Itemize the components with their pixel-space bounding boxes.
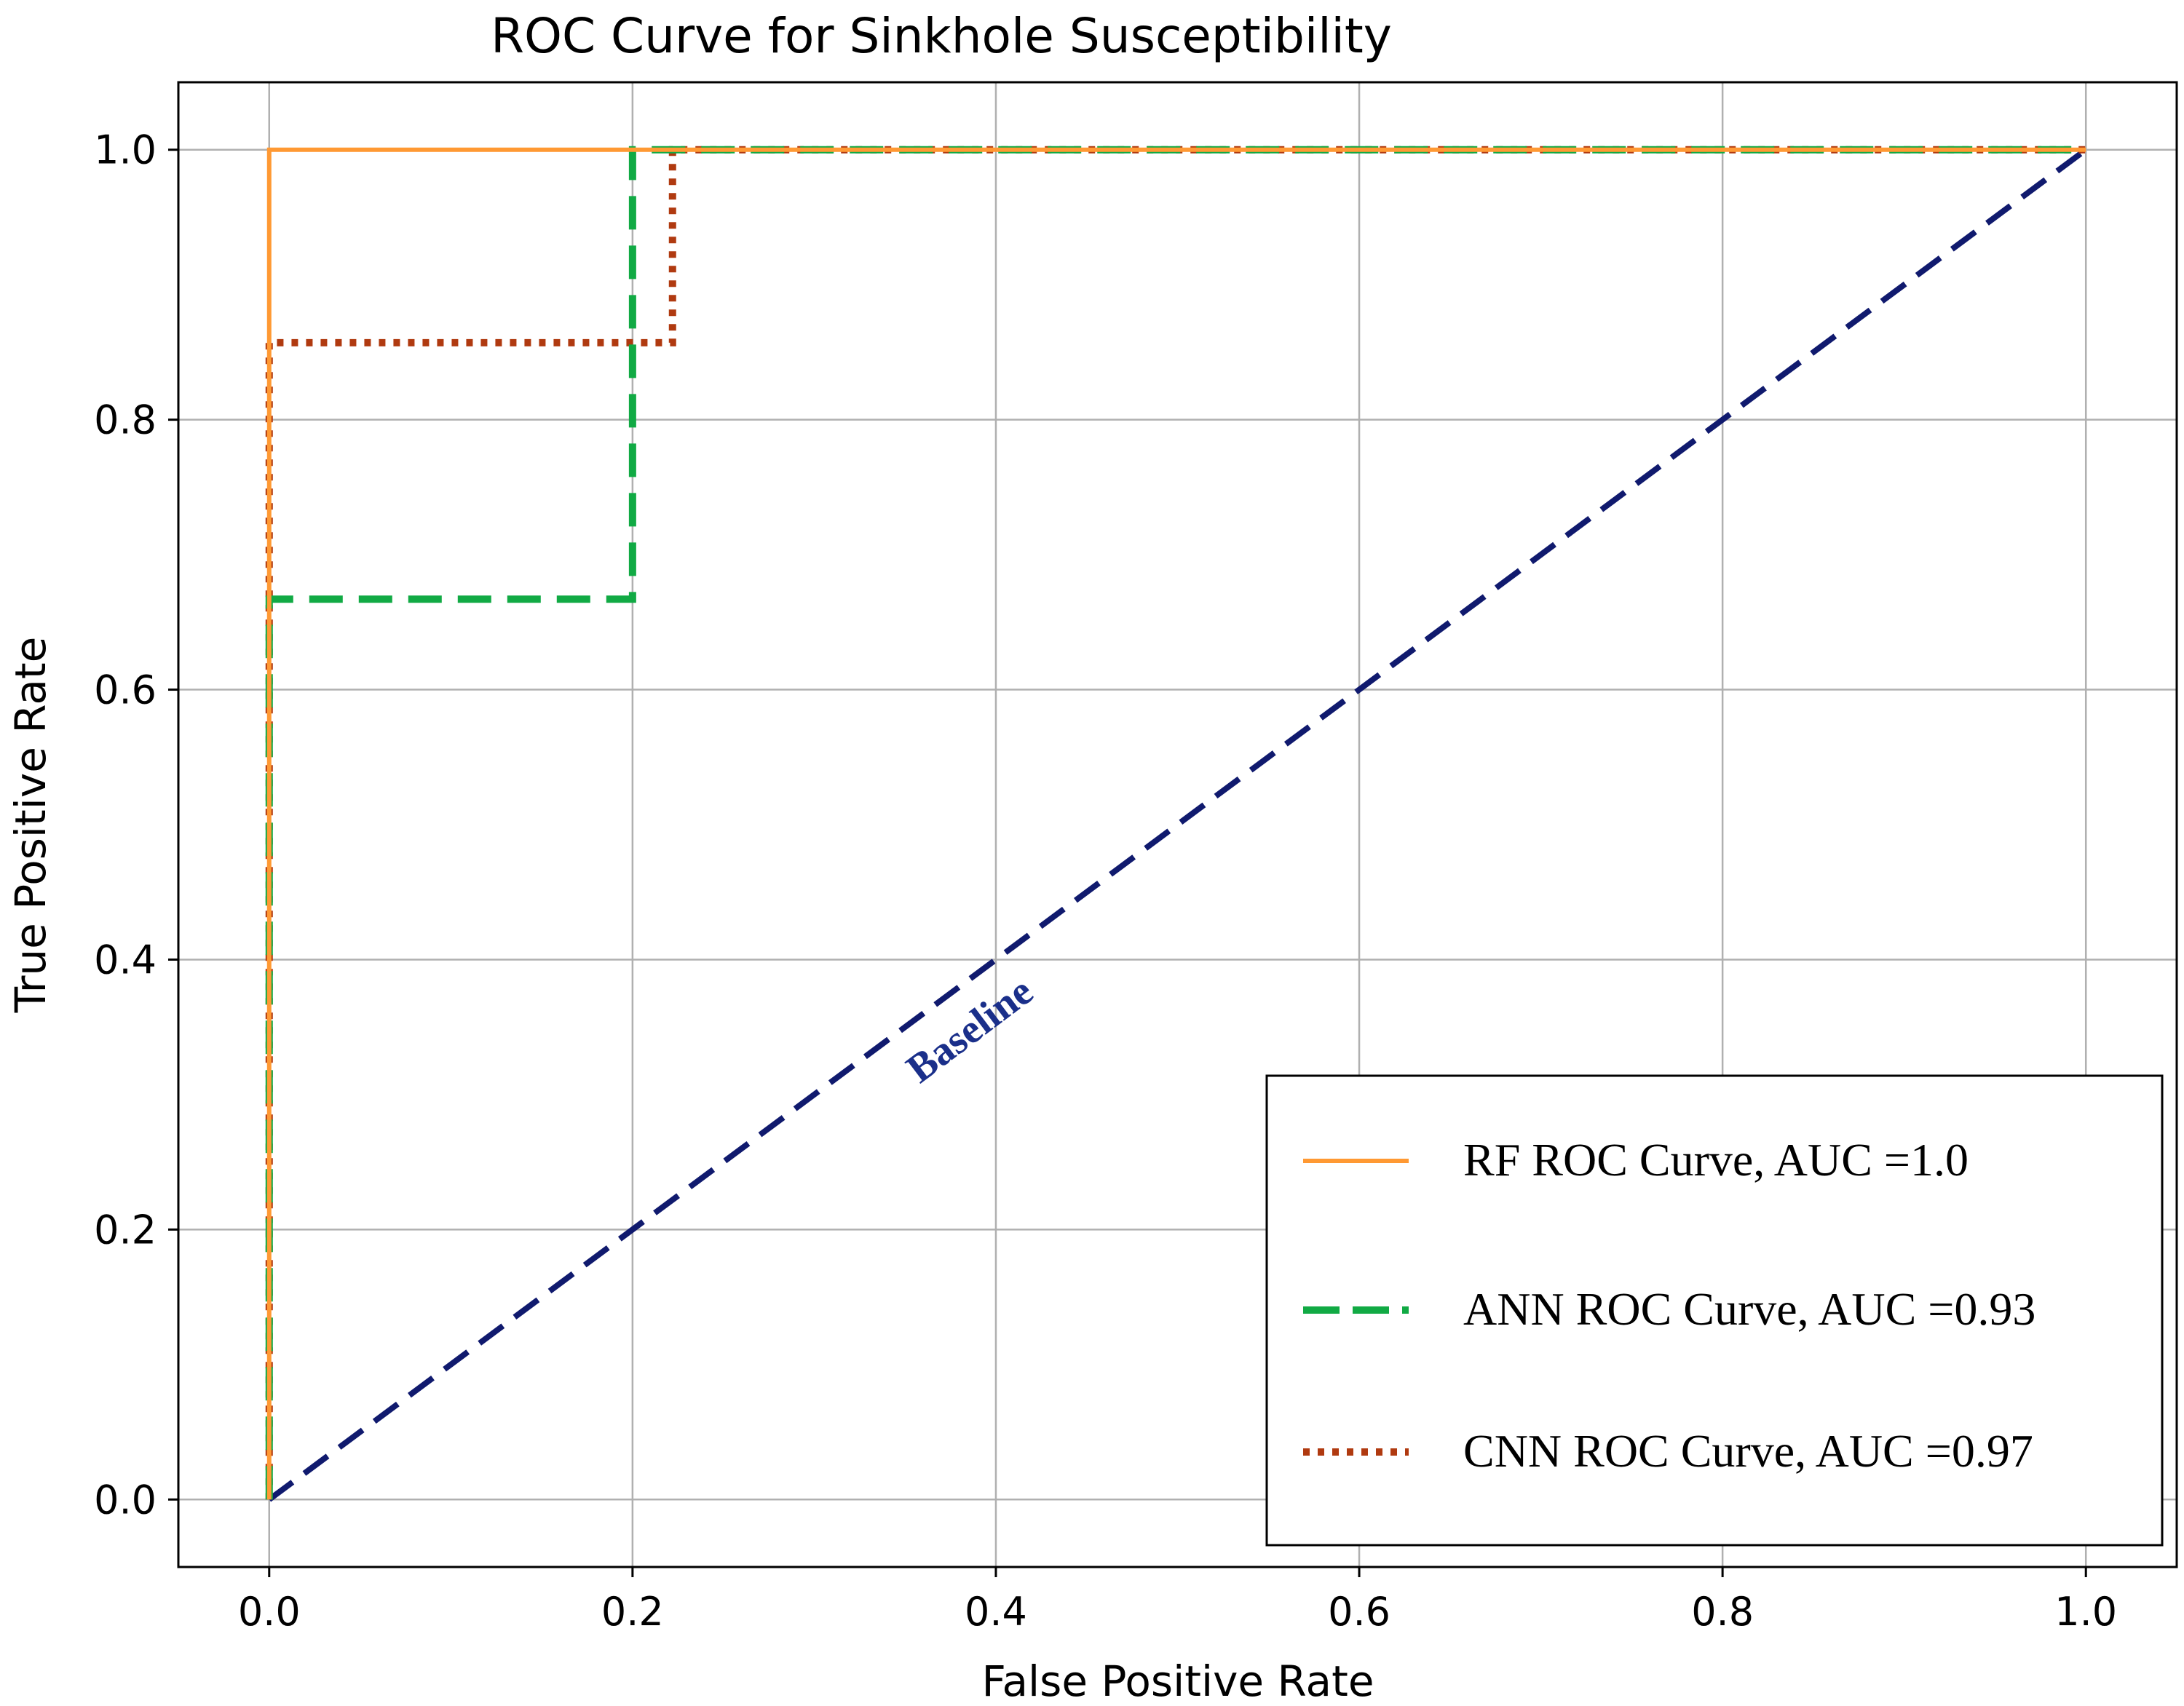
- y-tick-label: 0.8: [94, 397, 157, 443]
- legend: RF ROC Curve, AUC =1.0 ANN ROC Curve, AUC…: [1265, 1074, 2164, 1547]
- legend-label: RF ROC Curve, AUC =1.0: [1463, 1134, 1969, 1186]
- x-axis-label: False Positive Rate: [981, 1657, 1374, 1706]
- legend-entry-ann: ANN ROC Curve, AUC =0.93: [1303, 1283, 2035, 1335]
- y-axis-label: True Positive Rate: [6, 637, 55, 1014]
- legend-entry-rf: RF ROC Curve, AUC =1.0: [1303, 1134, 1969, 1186]
- x-tick-label: 0.2: [601, 1589, 664, 1635]
- legend-label: CNN ROC Curve, AUC =0.97: [1463, 1425, 2033, 1477]
- legend-label: ANN ROC Curve, AUC =0.93: [1463, 1283, 2035, 1335]
- legend-box: [1265, 1074, 2164, 1547]
- axis-ticks: 0.0 0.2 0.4 0.6 0.8 1.0 0.0 0.2 0.4 0.6 0.8 1.0: [94, 127, 2117, 1635]
- y-tick-label: 0.6: [94, 667, 157, 713]
- x-tick-label: 0.4: [965, 1589, 1027, 1635]
- x-tick-label: 1.0: [2054, 1589, 2117, 1635]
- plot-area-frame: [177, 81, 2178, 1568]
- baseline-line: [267, 147, 2088, 1502]
- y-tick-label: 0.4: [94, 937, 157, 983]
- cnn-roc-line: [265, 146, 2086, 1500]
- series-lines: [265, 146, 2088, 1502]
- legend-entry-cnn: CNN ROC Curve, AUC =0.97: [1303, 1425, 2033, 1477]
- y-tick-label: 1.0: [94, 127, 157, 173]
- baseline-annotation: Baseline: [898, 969, 1041, 1092]
- chart-title: ROC Curve for Sinkhole Susceptibility: [491, 8, 1392, 64]
- x-tick-label: 0.8: [1691, 1589, 1754, 1635]
- y-tick-label: 0.2: [94, 1207, 157, 1253]
- x-tick-label: 0.0: [238, 1589, 301, 1635]
- y-tick-label: 0.0: [94, 1477, 157, 1523]
- x-tick-label: 0.6: [1328, 1589, 1390, 1635]
- rf-roc-line: [266, 147, 2086, 1500]
